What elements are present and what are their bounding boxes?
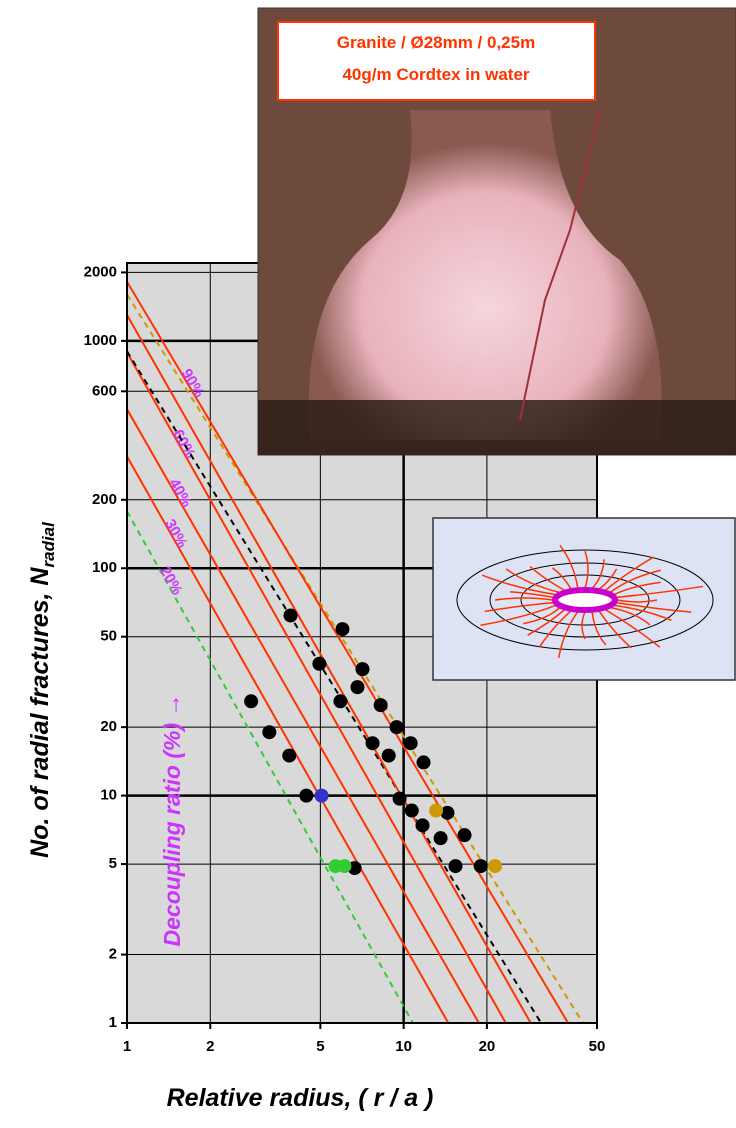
photo: Granite / Ø28mm / 0,25m 40g/m Cordtex in… [258,8,736,455]
data-point [374,698,388,712]
x-tick-label: 20 [479,1038,496,1055]
y-axis-label-sub: radial [39,521,58,568]
data-point [350,680,364,694]
data-point [315,789,329,803]
data-point [390,720,404,734]
photo-caption: 40g/m Cordtex in water [342,65,529,84]
data-point [284,608,298,622]
inset-diagram [433,518,735,680]
y-tick-label: 2 [109,946,117,963]
y-tick-label: 2000 [84,263,117,280]
chart: 20%30%40%60%90% 125102050100200600100020… [0,0,736,1123]
data-point [366,736,380,750]
x-tick-label: 1 [123,1038,131,1055]
y-tick-label: 5 [109,855,117,872]
data-point [449,859,463,873]
data-point [355,662,369,676]
data-point [416,818,430,832]
y-tick-label: 1 [109,1014,117,1031]
inset-borehole [555,590,615,610]
data-point [335,622,349,636]
data-point [382,749,396,763]
data-point [405,804,419,818]
y-tick-label: 200 [92,491,117,508]
data-point [488,859,502,873]
data-point [337,859,351,873]
data-point [333,694,347,708]
data-point [299,789,313,803]
data-point [393,792,407,806]
y-axis-label: No. of radial fractures, Nradial [26,521,58,858]
y-axis-label-main: No. of radial fractures, N [26,567,54,858]
x-tick-label: 2 [206,1038,214,1055]
data-point [417,755,431,769]
data-point [434,831,448,845]
y-tick-label: 50 [100,628,117,645]
data-point [312,657,326,671]
y-tick-label: 1000 [84,332,117,349]
data-point [282,749,296,763]
y-tick-label: 20 [100,718,117,735]
x-tick-label: 50 [589,1038,606,1055]
photo-base [258,400,736,455]
data-point [458,828,472,842]
data-point [429,804,443,818]
data-point [262,725,276,739]
data-point [474,859,488,873]
decoupling-annotation: Decoupling ratio (%) → [159,694,185,947]
data-point [404,736,418,750]
y-tick-label: 100 [92,559,117,576]
photo-caption: Granite / Ø28mm / 0,25m [337,33,535,52]
x-tick-label: 10 [395,1038,412,1055]
y-tick-label: 600 [92,382,117,399]
x-tick-label: 5 [316,1038,324,1055]
data-point [244,694,258,708]
x-axis-label: Relative radius, ( r / a ) [167,1084,434,1112]
y-tick-label: 10 [100,787,117,804]
